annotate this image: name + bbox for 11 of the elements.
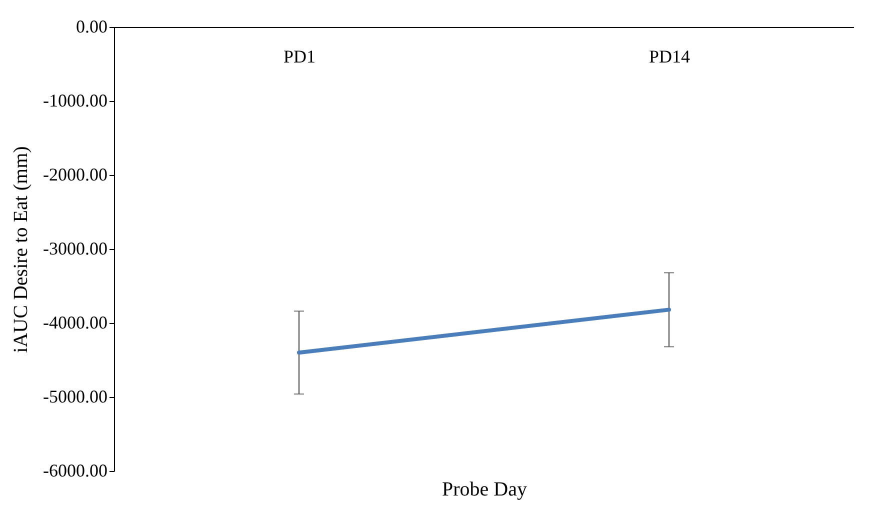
x-tick-label: PD14 (648, 46, 690, 66)
y-tick-label: -3000.00 (43, 238, 108, 258)
y-tick-label: -6000.00 (43, 460, 108, 480)
y-tick-label: -1000.00 (43, 90, 108, 110)
y-axis-title: iAUC Desire to Eat (mm) (10, 146, 32, 353)
y-tick-label: -4000.00 (43, 312, 108, 332)
x-tick-label: PD1 (283, 46, 316, 66)
y-tick-label: -5000.00 (43, 386, 108, 406)
y-tick-label: -2000.00 (43, 164, 108, 184)
x-axis-title: Probe Day (442, 478, 527, 500)
y-tick-label: 0.00 (76, 16, 108, 36)
